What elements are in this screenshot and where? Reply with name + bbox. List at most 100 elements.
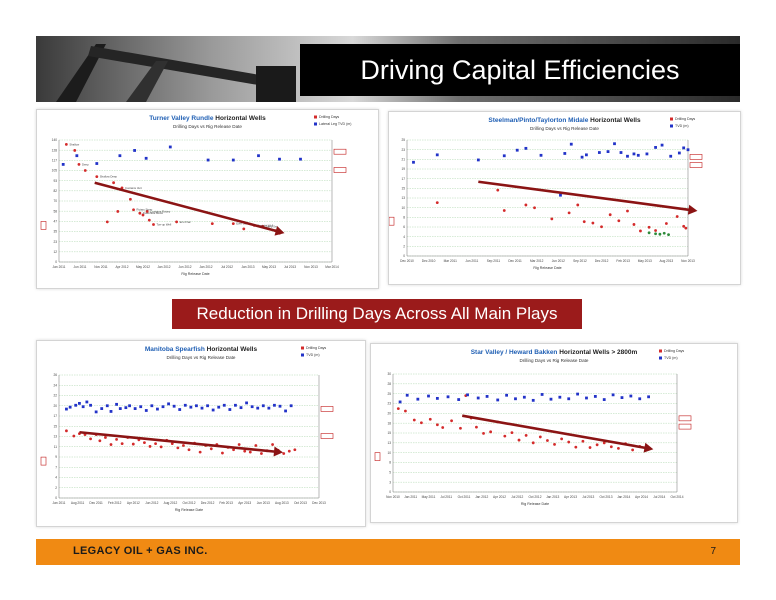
data-point-tvd: [168, 145, 172, 149]
data-point-drilling-days: [254, 444, 258, 447]
data-point-tvd: [278, 157, 281, 161]
y-tick-label: 9: [55, 455, 57, 459]
x-tick-label: May 2012: [136, 265, 150, 269]
data-point-drilling-days: [175, 220, 179, 224]
legend-marker: [670, 124, 673, 128]
x-axis-label: Rig Release Date: [521, 502, 549, 506]
x-axis-label: Rig Release Date: [175, 508, 203, 512]
data-point-tvd: [85, 400, 89, 404]
data-point-drilling-days: [104, 436, 107, 439]
banner-text: Reduction in Drilling Days Across All Ma…: [196, 304, 558, 323]
x-tick-label: Dec 2013: [312, 501, 326, 505]
y-tick-label: 13: [53, 435, 57, 439]
data-point-drilling-days: [232, 448, 235, 452]
x-tick-label: Feb 2013: [616, 259, 630, 263]
x-tick-label: Jun 2012: [145, 501, 158, 505]
y-tick-label: 2: [55, 486, 57, 490]
data-point-tvd: [496, 398, 500, 402]
data-point-drilling-days: [435, 201, 439, 205]
data-point-tvd: [686, 148, 690, 152]
data-point-tvd: [94, 410, 98, 414]
steelman-chart: Steelman/Pinto/Taylorton Midale Horizont…: [389, 117, 703, 270]
data-point-tvd: [476, 158, 480, 162]
x-tick-label: Jan 2011: [53, 501, 66, 505]
data-point-tvd: [75, 154, 79, 158]
y-tick-label: 93: [53, 179, 57, 183]
data-point-tvd: [105, 404, 109, 408]
x-tick-label: Jun 2012: [178, 265, 191, 269]
data-point-drilling-days: [141, 213, 145, 217]
legend-label: Drilling Days: [319, 115, 339, 119]
data-point-drilling-days: [83, 169, 87, 172]
x-tick-label: Dec 2010: [400, 259, 414, 263]
data-point-recent: [658, 232, 662, 236]
data-point-recent: [667, 233, 670, 237]
y-tick-label: 17: [401, 177, 405, 181]
y-tick-label: 10: [387, 451, 391, 455]
data-point-tvd: [144, 409, 148, 412]
data-point-tvd: [515, 148, 519, 152]
y-tick-label: 21: [401, 158, 405, 162]
x-tick-label: May 2011: [422, 495, 436, 499]
data-point-drilling-days: [531, 441, 535, 445]
data-point-drilling-days: [496, 188, 500, 192]
trend-arrow-line: [94, 181, 282, 234]
data-point-tvd: [682, 146, 686, 150]
data-point-drilling-days: [131, 442, 135, 446]
y-tick-label: 8: [403, 216, 405, 220]
x-tick-label: Nov 2011: [94, 265, 108, 269]
data-point-tvd: [539, 153, 543, 157]
data-point-tvd: [74, 403, 78, 407]
data-point-drilling-days: [73, 149, 77, 152]
data-point-drilling-days: [109, 443, 113, 446]
x-tick-label: Jan 2012: [199, 265, 212, 269]
data-point-recent: [662, 231, 666, 235]
point-label: Eco Frac: [180, 220, 192, 224]
data-point-drilling-days: [89, 437, 92, 441]
x-tick-label: Nov 2013: [304, 265, 318, 269]
data-point-drilling-days: [221, 451, 224, 455]
data-point-drilling-days: [502, 209, 506, 212]
data-point-tvd: [632, 152, 636, 156]
x-tick-label: Mar 2012: [530, 259, 544, 263]
x-tick-label: May 2013: [638, 259, 652, 263]
trend-arrow-head: [274, 225, 285, 236]
x-axis-label: Rig Release Date: [181, 272, 209, 276]
data-point-drilling-days: [574, 445, 578, 449]
data-point-tvd: [61, 163, 65, 166]
chart-panel-turner-valley: Turner Valley Rundle Horizontal Wells Dri…: [36, 109, 379, 289]
y-tick-label: 26: [53, 373, 57, 377]
data-point-tvd: [412, 160, 415, 164]
data-point-tvd: [299, 157, 302, 161]
y-tick-label: 4: [55, 476, 57, 480]
data-point-tvd: [457, 398, 461, 401]
data-point-tvd: [585, 153, 588, 157]
data-point-drilling-days: [450, 419, 453, 423]
data-point-tvd: [222, 403, 226, 407]
data-point-drilling-days: [503, 434, 507, 438]
chart-subtitle: Drilling Days vs Rig Release Date: [530, 126, 599, 131]
data-point-tvd: [289, 404, 293, 408]
legend-label: TVD (m): [306, 353, 320, 357]
y-tick-label: 20: [387, 412, 391, 416]
data-point-tvd: [613, 142, 616, 146]
x-tick-label: Feb 2012: [108, 501, 122, 505]
data-point-tvd: [133, 149, 136, 152]
data-point-tvd: [128, 404, 131, 408]
x-tick-label: Jan 2011: [404, 495, 417, 499]
manitoba-chart: Manitoba Spearfish Horizontal Wells Drill…: [40, 346, 334, 512]
legend-label: Lateral Leg TVD (m): [319, 122, 352, 126]
data-point-tvd: [231, 158, 235, 162]
x-tick-label: Jan 2012: [157, 265, 170, 269]
chart-panel-star-valley: Star Valley / Heward Bakken Horizontal W…: [370, 343, 738, 523]
chart-panel-steelman: Steelman/Pinto/Taylorton Midale Horizont…: [388, 111, 741, 285]
data-point-drilling-days: [608, 213, 612, 217]
highlight-box: [689, 162, 703, 168]
y-tick-label: 23: [401, 148, 405, 152]
data-point-tvd: [559, 193, 562, 197]
data-point-drilling-days: [105, 220, 109, 224]
data-point-drilling-days: [588, 446, 592, 449]
data-point-tvd: [278, 404, 282, 408]
data-point-drilling-days: [182, 444, 185, 447]
data-point-tvd: [563, 152, 567, 155]
